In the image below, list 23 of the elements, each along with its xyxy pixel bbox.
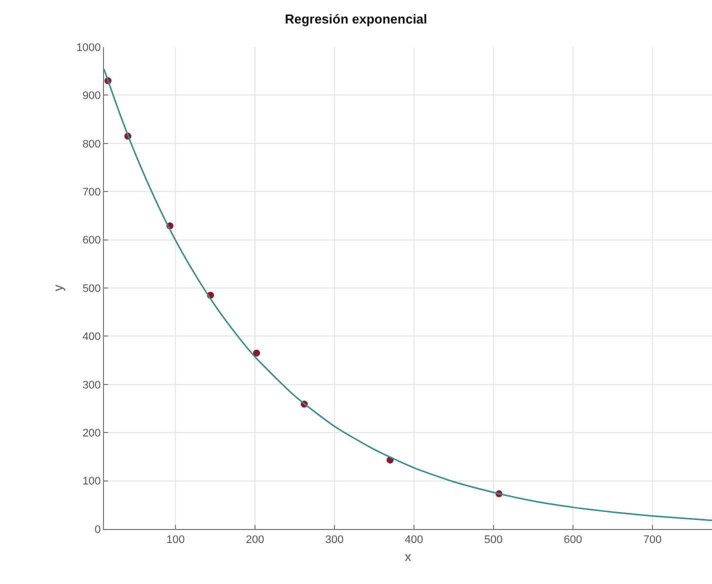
- x-axis-title: x: [404, 548, 412, 564]
- chart-title: Regresión exponencial: [284, 12, 428, 27]
- y-tick-label: 300: [82, 379, 101, 392]
- y-tick-label: 600: [82, 234, 101, 247]
- point: [253, 350, 260, 357]
- y-tick-label: 0: [94, 524, 101, 536]
- x-tick-label: 700: [643, 534, 662, 546]
- y-tick-label: 100: [82, 476, 101, 488]
- y-axis-title: y: [50, 284, 66, 292]
- x-tick-label: 500: [484, 534, 503, 546]
- y-tick-label: 400: [82, 331, 101, 344]
- x-tick-label: 400: [404, 534, 424, 546]
- y-tick-label: 200: [82, 427, 101, 440]
- x-tick-label: 600: [564, 534, 582, 546]
- y-tick-label: 700: [82, 186, 101, 198]
- y-tick-label: 800: [82, 138, 101, 150]
- y-tick-label: 900: [82, 90, 101, 102]
- x-tick-label: 200: [246, 534, 264, 546]
- line-series: [104, 68, 712, 522]
- x-tick-label: 300: [325, 534, 344, 546]
- y-tick-label: 500: [82, 282, 101, 295]
- x-tick-label: 100: [166, 534, 185, 546]
- y-tick-label: 1000: [76, 42, 101, 54]
